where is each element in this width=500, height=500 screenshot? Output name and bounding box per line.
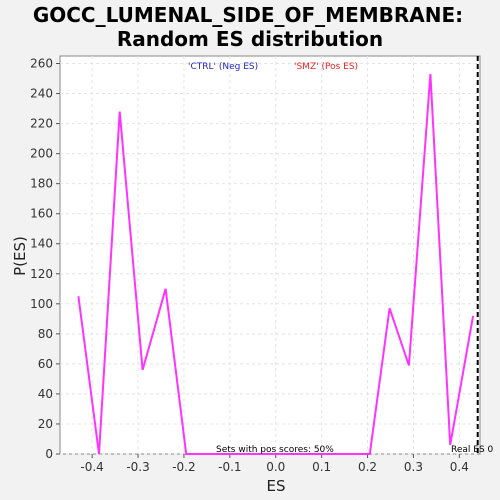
x-tick-label: 0.3 [404,460,423,474]
y-axis-label: P(ES) [11,236,29,276]
x-tick-label: -0.2 [172,460,195,474]
y-tick-label: 240 [30,87,53,101]
y-tick-label: 120 [30,267,53,281]
x-tick-label: -0.4 [80,460,103,474]
legend-smz: 'SMZ' (Pos ES) [294,62,358,72]
y-tick-label: 160 [30,207,53,221]
x-tick-label: 0.2 [358,460,377,474]
x-tick-label: 0.1 [312,460,331,474]
y-tick-label: 40 [38,387,53,401]
y-tick-label: 180 [30,177,53,191]
real-es-label: Real ES 0 [451,445,494,455]
chart-title-line1: GOCC_LUMENAL_SIDE_OF_MEMBRANE: [33,3,463,27]
x-tick-label: -0.3 [126,460,149,474]
legend-ctrl: 'CTRL' (Neg ES) [188,62,258,72]
y-tick-label: 80 [38,327,53,341]
y-tick-label: 200 [30,147,53,161]
y-tick-label: 0 [45,447,53,461]
grid-lines [60,56,480,455]
y-tick-label: 20 [38,417,53,431]
x-tick-label: 0.4 [450,460,469,474]
series-layer [77,73,475,455]
es-series-line [77,73,475,455]
y-tick-label: 220 [30,117,53,131]
chart-title-line2: Random ES distribution [117,27,383,51]
x-tick-label: -0.1 [218,460,241,474]
plot-area [59,55,481,455]
pos-scores-annotation: Sets with pos scores: 50% [216,445,334,455]
y-tick-label: 60 [38,357,53,371]
axis-ticks: 0 20 40 60 80 100 120 140 160 180 200 220 240 260 -0.4… [30,57,469,474]
y-tick-label: 140 [30,237,53,251]
x-axis-label: ES [267,477,286,495]
y-tick-label: 260 [30,57,53,71]
x-tick-label: 0.0 [266,460,285,474]
y-tick-label: 100 [30,297,53,311]
